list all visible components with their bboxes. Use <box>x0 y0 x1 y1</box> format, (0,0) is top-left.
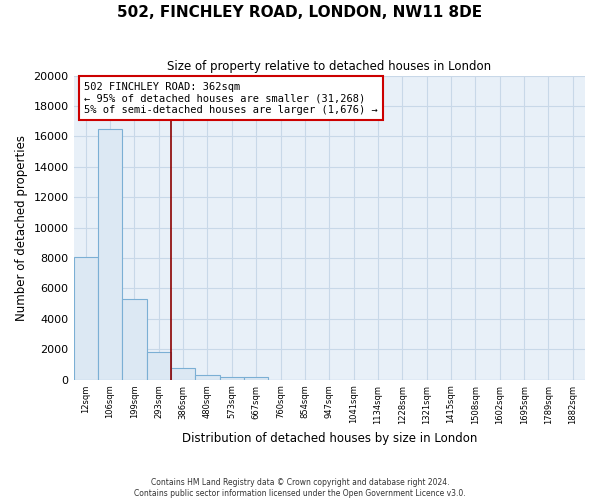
Bar <box>196 376 220 380</box>
X-axis label: Distribution of detached houses by size in London: Distribution of detached houses by size … <box>182 432 477 445</box>
Bar <box>122 299 146 380</box>
Y-axis label: Number of detached properties: Number of detached properties <box>15 134 28 320</box>
Bar <box>146 352 171 380</box>
Bar <box>98 129 122 380</box>
Text: Contains HM Land Registry data © Crown copyright and database right 2024.
Contai: Contains HM Land Registry data © Crown c… <box>134 478 466 498</box>
Text: 502 FINCHLEY ROAD: 362sqm
← 95% of detached houses are smaller (31,268)
5% of se: 502 FINCHLEY ROAD: 362sqm ← 95% of detac… <box>84 82 377 115</box>
Title: Size of property relative to detached houses in London: Size of property relative to detached ho… <box>167 60 491 73</box>
Bar <box>244 377 268 380</box>
Text: 502, FINCHLEY ROAD, LONDON, NW11 8DE: 502, FINCHLEY ROAD, LONDON, NW11 8DE <box>118 5 482 20</box>
Bar <box>171 368 196 380</box>
Bar <box>220 376 244 380</box>
Bar <box>74 256 98 380</box>
